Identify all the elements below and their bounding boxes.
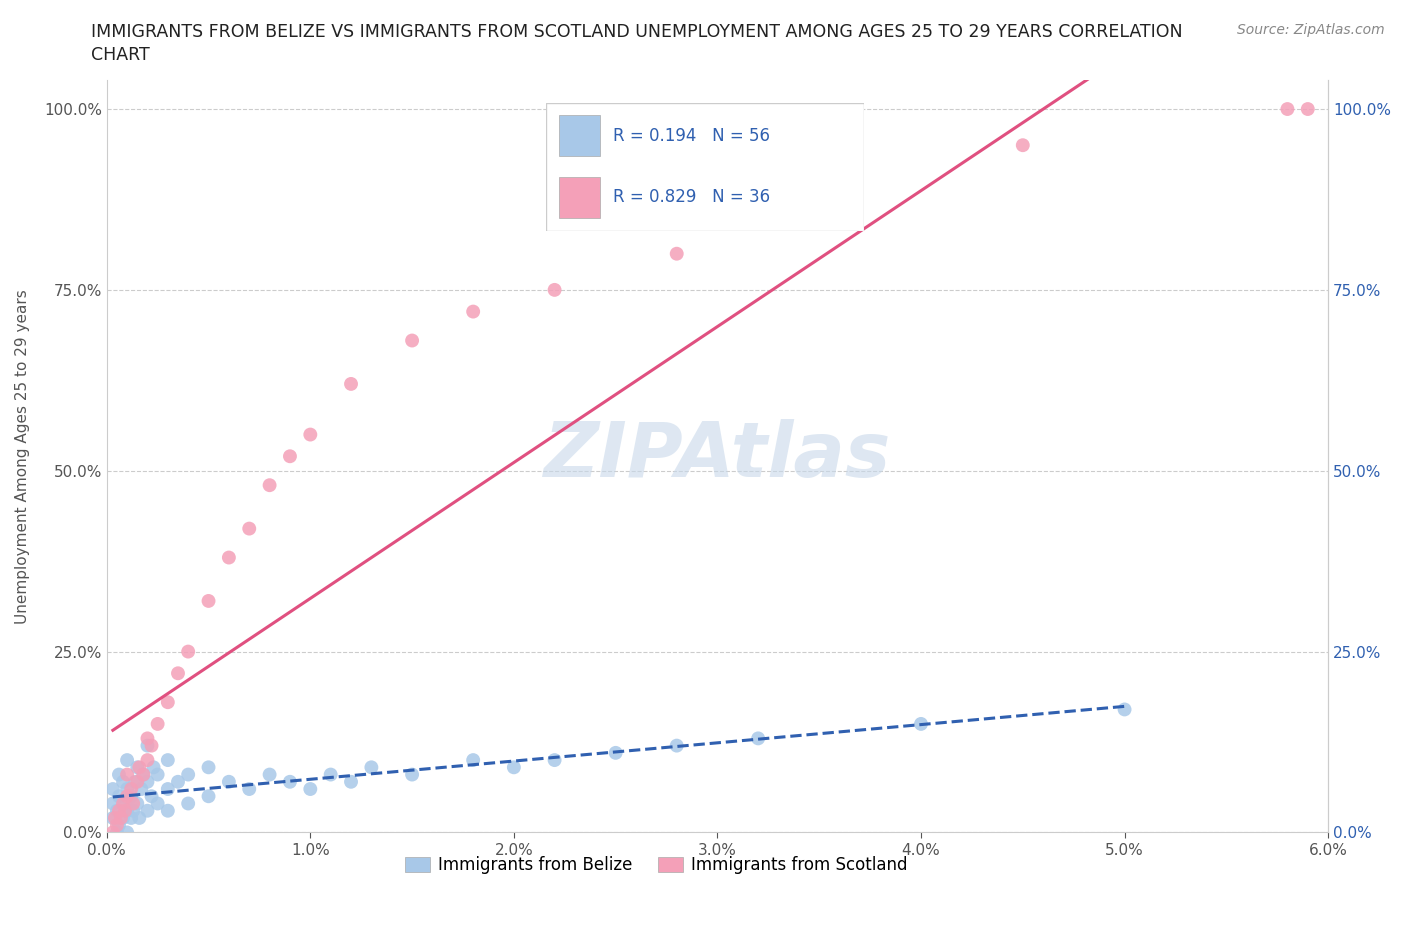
- Point: [115, 752, 138, 767]
- Point: [136, 804, 159, 818]
- Point: [218, 551, 240, 565]
- Point: [808, 195, 831, 210]
- Point: [502, 760, 524, 775]
- Point: [122, 804, 145, 818]
- Point: [142, 760, 165, 775]
- Point: [110, 811, 132, 826]
- Point: [218, 775, 240, 790]
- Point: [141, 789, 163, 804]
- Point: [105, 817, 128, 832]
- Legend: Immigrants from Belize, Immigrants from Scotland: Immigrants from Belize, Immigrants from …: [398, 849, 914, 881]
- Point: [910, 716, 932, 731]
- Point: [1296, 101, 1319, 116]
- Point: [299, 781, 322, 796]
- Point: [340, 377, 363, 392]
- Point: [167, 775, 190, 790]
- Point: [299, 427, 322, 442]
- Point: [319, 767, 342, 782]
- Point: [177, 644, 200, 659]
- Point: [197, 789, 219, 804]
- Point: [177, 767, 200, 782]
- Point: [115, 804, 138, 818]
- Point: [120, 811, 142, 826]
- Point: [259, 478, 281, 493]
- Text: IMMIGRANTS FROM BELIZE VS IMMIGRANTS FROM SCOTLAND UNEMPLOYMENT AMONG AGES 25 TO: IMMIGRANTS FROM BELIZE VS IMMIGRANTS FRO…: [91, 23, 1182, 41]
- Y-axis label: Unemployment Among Ages 25 to 29 years: Unemployment Among Ages 25 to 29 years: [15, 289, 30, 624]
- Text: Source: ZipAtlas.com: Source: ZipAtlas.com: [1237, 23, 1385, 37]
- Point: [108, 804, 131, 818]
- Point: [115, 767, 138, 782]
- Point: [101, 796, 124, 811]
- Point: [197, 593, 219, 608]
- Point: [132, 767, 155, 782]
- Point: [543, 752, 565, 767]
- Point: [136, 752, 159, 767]
- Point: [136, 775, 159, 790]
- Point: [665, 738, 688, 753]
- Text: ZIPAtlas: ZIPAtlas: [544, 419, 891, 493]
- Point: [128, 811, 150, 826]
- Point: [340, 775, 363, 790]
- Point: [156, 695, 179, 710]
- Point: [112, 775, 135, 790]
- Point: [146, 716, 169, 731]
- Point: [238, 781, 260, 796]
- Point: [105, 804, 128, 818]
- Point: [141, 738, 163, 753]
- Point: [278, 775, 301, 790]
- Point: [1011, 138, 1033, 153]
- Point: [120, 789, 142, 804]
- Point: [197, 760, 219, 775]
- Point: [747, 731, 769, 746]
- Point: [238, 521, 260, 536]
- Point: [108, 789, 131, 804]
- Point: [463, 304, 485, 319]
- Point: [105, 825, 128, 840]
- Point: [112, 796, 135, 811]
- Point: [136, 731, 159, 746]
- Point: [115, 789, 138, 804]
- Point: [128, 760, 150, 775]
- Point: [360, 760, 382, 775]
- Point: [127, 796, 149, 811]
- Point: [156, 752, 179, 767]
- Point: [127, 760, 149, 775]
- Point: [131, 781, 153, 796]
- Point: [127, 775, 149, 790]
- Point: [605, 746, 627, 761]
- Point: [1114, 702, 1136, 717]
- Point: [114, 796, 136, 811]
- Point: [101, 825, 124, 840]
- Point: [543, 283, 565, 298]
- Point: [115, 825, 138, 840]
- Point: [136, 738, 159, 753]
- Point: [665, 246, 688, 261]
- Point: [156, 781, 179, 796]
- Point: [401, 767, 423, 782]
- Point: [259, 767, 281, 782]
- Point: [463, 752, 485, 767]
- Point: [278, 449, 301, 464]
- Point: [108, 817, 131, 832]
- Point: [177, 796, 200, 811]
- Point: [122, 796, 145, 811]
- Point: [156, 804, 179, 818]
- Point: [124, 775, 146, 790]
- Point: [167, 666, 190, 681]
- Point: [401, 333, 423, 348]
- Point: [114, 804, 136, 818]
- Point: [115, 781, 138, 796]
- Point: [101, 781, 124, 796]
- Point: [120, 781, 142, 796]
- Point: [146, 796, 169, 811]
- Point: [108, 767, 131, 782]
- Point: [104, 811, 127, 826]
- Point: [101, 811, 124, 826]
- Point: [146, 767, 169, 782]
- Point: [132, 767, 155, 782]
- Text: CHART: CHART: [91, 46, 150, 64]
- Point: [1277, 101, 1299, 116]
- Point: [112, 811, 135, 826]
